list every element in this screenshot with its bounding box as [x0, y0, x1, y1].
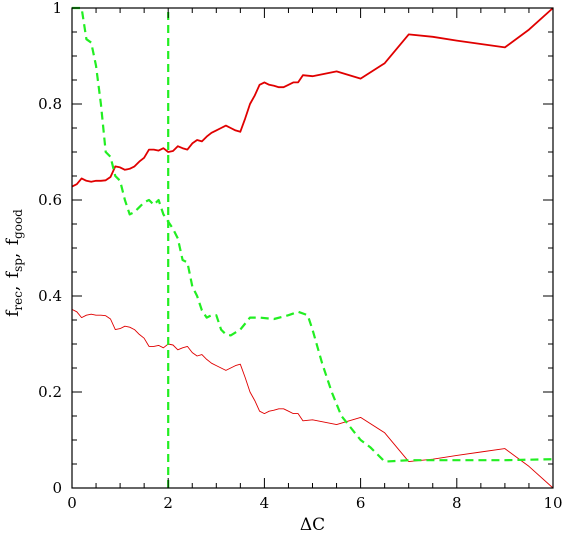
y-tick-label: 1	[52, 0, 62, 17]
y-label-subscript: good	[11, 209, 25, 239]
y-label-f: f	[3, 237, 23, 245]
x-axis-label: ΔC	[300, 515, 325, 535]
x-tick-label: 8	[452, 494, 462, 512]
y-label-subscript: rec	[11, 291, 25, 311]
x-tick-label: 6	[356, 494, 366, 512]
series-layer	[71, 6, 554, 489]
plot-frame	[71, 7, 554, 489]
x-tick-label: 0	[67, 494, 77, 512]
y-tick-label: 0.4	[38, 287, 62, 305]
y-axis-label: frec, fsp, fgood	[3, 209, 25, 317]
y-tick-label: 0.8	[38, 95, 62, 113]
y-tick-label: 0	[52, 479, 62, 497]
y-label-subscript: sp	[11, 258, 25, 272]
y-tick-label: 0.6	[38, 191, 62, 209]
y-label-f: f	[3, 309, 23, 317]
y-label-f: f	[3, 270, 23, 278]
x-tick-label: 2	[163, 494, 173, 512]
y-label-separator: ,	[3, 280, 23, 291]
y-tick-label: 0.2	[38, 383, 62, 401]
tick-layer: 0 2 4 6 8 10 0 0.2 0.4 0.6 0.8 1	[38, 0, 562, 512]
x-tick-label: 10	[543, 494, 562, 512]
series-line-2	[71, 308, 554, 489]
y-label-separator: ,	[3, 247, 23, 258]
series-line-3	[72, 6, 554, 463]
series-line-1	[71, 7, 554, 188]
x-tick-label: 4	[260, 494, 270, 512]
